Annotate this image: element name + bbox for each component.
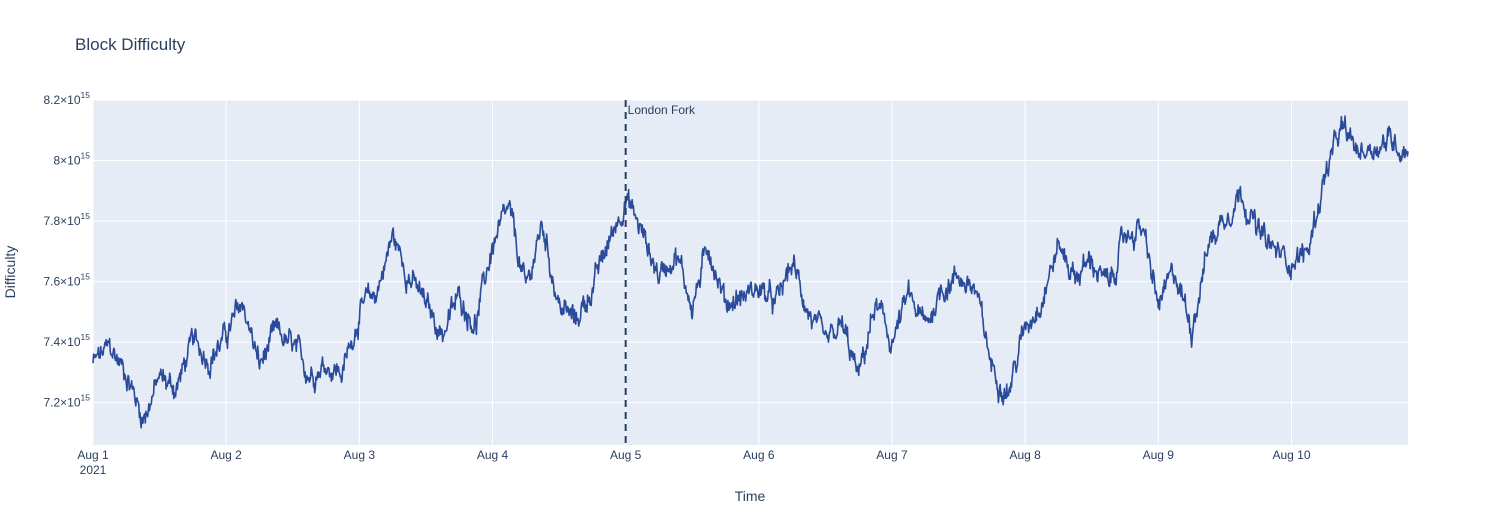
- x-tick-label: Aug 4: [477, 448, 509, 462]
- x-tick-label: Aug 3: [344, 448, 376, 462]
- x-tick-sublabel: 2021: [80, 463, 107, 477]
- y-tick-label: 7.2×1015: [43, 393, 90, 410]
- y-tick-label: 7.8×1015: [43, 211, 90, 228]
- plot-area: [93, 100, 1408, 445]
- y-tick-label: 8.2×1015: [43, 90, 90, 107]
- series-group: [92, 115, 1409, 429]
- x-tick-label: Aug 1: [77, 448, 109, 462]
- x-tick-label: Aug 5: [610, 448, 642, 462]
- x-tick-label: Aug 8: [1009, 448, 1041, 462]
- y-tick-label: 7.6×1015: [43, 272, 90, 289]
- difficulty-series-line: [92, 115, 1409, 429]
- x-tick-label: Aug 10: [1272, 448, 1310, 462]
- y-axis-ticks: 7.2×1015 7.4×1015 7.6×1015 7.8×1015 8×1015 8.…: [43, 90, 90, 410]
- y-tick-label: 8×1015: [54, 151, 91, 168]
- x-tick-label: Aug 2: [210, 448, 242, 462]
- annotation-group: London Fork: [624, 100, 696, 445]
- y-axis-title: Difficulty: [2, 246, 18, 299]
- x-axis-title: Time: [735, 488, 766, 504]
- x-tick-label: Aug 9: [1143, 448, 1175, 462]
- london-fork-label: London Fork: [628, 103, 696, 117]
- chart-title: Block Difficulty: [75, 35, 186, 54]
- x-tick-label: Aug 6: [743, 448, 775, 462]
- x-tick-label: Aug 7: [876, 448, 908, 462]
- y-tick-label: 7.4×1015: [43, 332, 90, 349]
